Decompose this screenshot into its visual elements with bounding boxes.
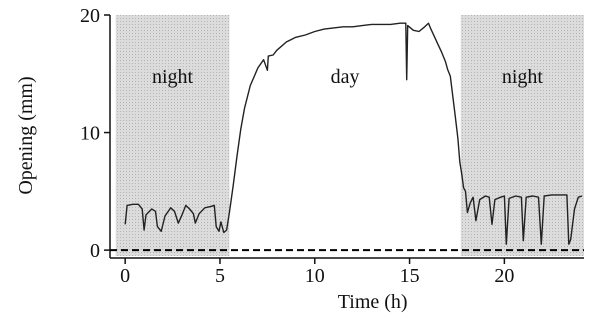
shaded-regions: night day night <box>115 15 584 256</box>
y-tick-label-10: 10 <box>80 123 100 145</box>
y-tick-label-20: 20 <box>80 5 100 27</box>
x-tick-label-0: 0 <box>120 265 130 287</box>
ticks-group: 0 5 10 15 20 0 10 20 <box>80 5 514 287</box>
shaded-region-night-0 <box>115 15 230 256</box>
region-label-night-0: night <box>152 66 194 88</box>
region-label-day-1: day <box>331 66 360 88</box>
series-group <box>124 22 583 245</box>
y-axis-title: Opening (mm) <box>15 76 37 194</box>
region-label-night-2: night <box>502 66 544 88</box>
x-tick-label-20: 20 <box>494 265 514 287</box>
series-line-0 <box>124 22 583 245</box>
x-tick-label-15: 15 <box>400 265 420 287</box>
x-axis-title: Time (h) <box>338 291 408 313</box>
x-tick-label-10: 10 <box>305 265 325 287</box>
y-tick-label-0: 0 <box>90 240 100 262</box>
x-tick-label-5: 5 <box>215 265 225 287</box>
labels-group: Time (h) Opening (mm) <box>15 76 408 313</box>
